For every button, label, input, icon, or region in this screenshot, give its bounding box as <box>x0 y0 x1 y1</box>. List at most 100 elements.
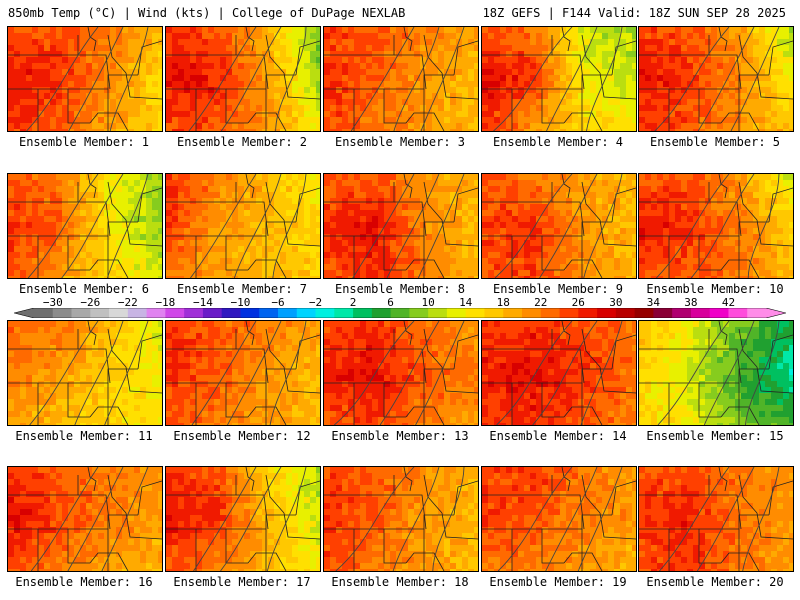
state-borders <box>482 321 636 425</box>
temperature-field <box>639 321 793 425</box>
colorbar-segment <box>728 308 748 318</box>
wind-streamlines <box>188 27 307 131</box>
colorbar-tick-label: −22 <box>117 296 138 309</box>
temperature-map <box>166 174 320 278</box>
ensemble-panel-10 <box>638 173 794 279</box>
wind-streamlines <box>29 321 149 425</box>
colorbar-segment <box>202 308 223 318</box>
temperature-map <box>166 467 320 571</box>
temperature-map <box>8 174 162 278</box>
temperature-field <box>166 467 320 571</box>
ensemble-panel-12 <box>165 320 321 426</box>
temperature-field <box>639 174 793 278</box>
state-borders <box>482 174 636 278</box>
state-borders <box>8 27 162 131</box>
wind-streamlines <box>333 321 465 425</box>
colorbar-tick-label: 34 <box>646 296 660 309</box>
ensemble-panel-5 <box>638 26 794 132</box>
temperature-map <box>482 467 636 571</box>
map-title: 850mb Temp (°C) | Wind (kts) | College o… <box>8 6 406 20</box>
wind-streamlines <box>193 467 307 571</box>
colorbar-tick-label: 2 <box>349 296 357 309</box>
colorbar-segment <box>503 308 523 318</box>
temperature-map <box>166 27 320 131</box>
colorbar-tick-label: 38 <box>684 296 698 309</box>
ensemble-panel-15 <box>638 320 794 426</box>
panel-label: Ensemble Member: 1 <box>18 135 150 149</box>
colorbar-tick-label: −14 <box>192 296 213 309</box>
colorbar-tick-label: −2 <box>308 296 323 309</box>
panel-label: Ensemble Member: 10 <box>646 282 784 296</box>
state-borders <box>639 27 793 131</box>
ensemble-panel-8 <box>323 173 479 279</box>
temperature-colorbar <box>14 308 786 318</box>
colorbar-tick-label: 42 <box>721 296 736 309</box>
colorbar-segment <box>446 308 467 318</box>
temperature-field <box>639 467 793 571</box>
colorbar-tick-label: −30 <box>42 296 63 309</box>
colorbar-segment <box>146 308 166 318</box>
temperature-field <box>166 321 320 425</box>
colorbar-segment <box>334 308 354 318</box>
temperature-field <box>482 27 636 131</box>
temperature-map <box>639 467 793 571</box>
temperature-map <box>639 27 793 131</box>
colorbar-segment <box>371 308 392 318</box>
colorbar-segment <box>465 308 485 318</box>
panel-label: Ensemble Member: 19 <box>489 575 627 589</box>
ensemble-panel-11 <box>7 320 163 426</box>
colorbar-segment <box>165 308 185 318</box>
ensemble-panel-3 <box>323 26 479 132</box>
temperature-map <box>8 467 162 571</box>
panel-label: Ensemble Member: 5 <box>649 135 781 149</box>
wind-streamlines <box>657 321 780 425</box>
panel-label: Ensemble Member: 4 <box>492 135 624 149</box>
state-borders <box>166 467 320 571</box>
colorbar-segment <box>672 308 692 318</box>
temperature-map <box>324 467 478 571</box>
colorbar-segment <box>240 308 260 318</box>
wind-streamlines <box>350 27 465 131</box>
wind-streamlines <box>659 467 780 571</box>
panel-label: Ensemble Member: 9 <box>492 282 624 296</box>
colorbar-segment <box>296 308 316 318</box>
ensemble-panel-2 <box>165 26 321 132</box>
state-borders <box>482 467 636 571</box>
colorbar-segment <box>597 308 617 318</box>
wind-streamlines <box>656 174 780 278</box>
state-borders <box>8 467 162 571</box>
colorbar-segment <box>690 308 711 318</box>
temperature-field <box>482 467 636 571</box>
colorbar-segment <box>428 308 448 318</box>
colorbar-segment <box>259 308 279 318</box>
colorbar-segment <box>540 308 560 318</box>
colorbar-segment <box>390 308 410 318</box>
panel-label: Ensemble Member: 11 <box>15 429 153 443</box>
panel-label: Ensemble Member: 13 <box>331 429 469 443</box>
ensemble-panel-17 <box>165 466 321 572</box>
wind-streamlines <box>27 174 149 278</box>
temperature-map <box>324 27 478 131</box>
temperature-map <box>482 27 636 131</box>
temperature-map <box>324 321 478 425</box>
wind-streamlines <box>26 27 149 131</box>
wind-streamlines <box>494 174 623 278</box>
panel-label: Ensemble Member: 2 <box>176 135 308 149</box>
colorbar-tick-label: −18 <box>155 296 176 309</box>
colorbar-segment <box>634 308 654 318</box>
colorbar-segment <box>559 308 579 318</box>
panel-label: Ensemble Member: 14 <box>489 429 627 443</box>
colorbar-tick-label: −6 <box>271 296 285 309</box>
wind-streamlines <box>191 321 307 425</box>
temperature-field <box>639 27 793 131</box>
state-borders <box>324 174 478 278</box>
colorbar-tick-label: −10 <box>230 296 251 309</box>
state-borders <box>639 321 793 425</box>
colorbar-tick-label: 30 <box>609 296 623 309</box>
colorbar-max-arrow <box>766 308 786 318</box>
colorbar-segment <box>484 308 504 318</box>
panel-label: Ensemble Member: 17 <box>173 575 311 589</box>
temperature-map <box>8 321 162 425</box>
panel-label: Ensemble Member: 20 <box>646 575 784 589</box>
colorbar-tick-label: −26 <box>80 296 101 309</box>
